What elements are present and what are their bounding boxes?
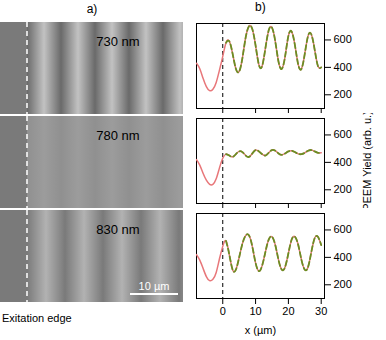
- svg-text:780 nm: 780 nm: [96, 128, 139, 143]
- svg-text:30: 30: [315, 305, 327, 317]
- svg-text:10 µm: 10 µm: [139, 280, 170, 292]
- svg-text:200: 200: [334, 183, 352, 195]
- svg-text:400: 400: [334, 251, 352, 263]
- svg-text:Exitation edge: Exitation edge: [2, 312, 72, 324]
- html-text:b): b): [255, 0, 266, 14]
- svg-text:10: 10: [249, 305, 261, 317]
- svg-text:600: 600: [334, 223, 352, 235]
- svg-text:200: 200: [334, 88, 352, 100]
- svg-text:830 nm: 830 nm: [96, 222, 139, 237]
- svg-text:0: 0: [220, 305, 226, 317]
- svg-text:730 nm: 730 nm: [96, 34, 139, 49]
- svg-text:PEEM Yield (arb. u.): PEEM Yield (arb. u.): [361, 113, 373, 208]
- svg-text:600: 600: [334, 33, 352, 45]
- svg-text:400: 400: [334, 61, 352, 73]
- svg-text:20: 20: [282, 305, 294, 317]
- svg-text:x (µm): x (µm): [245, 324, 276, 336]
- svg-text:600: 600: [334, 128, 352, 140]
- svg-text:200: 200: [334, 278, 352, 290]
- svg-text:400: 400: [334, 156, 352, 168]
- svg-text:a): a): [87, 2, 98, 16]
